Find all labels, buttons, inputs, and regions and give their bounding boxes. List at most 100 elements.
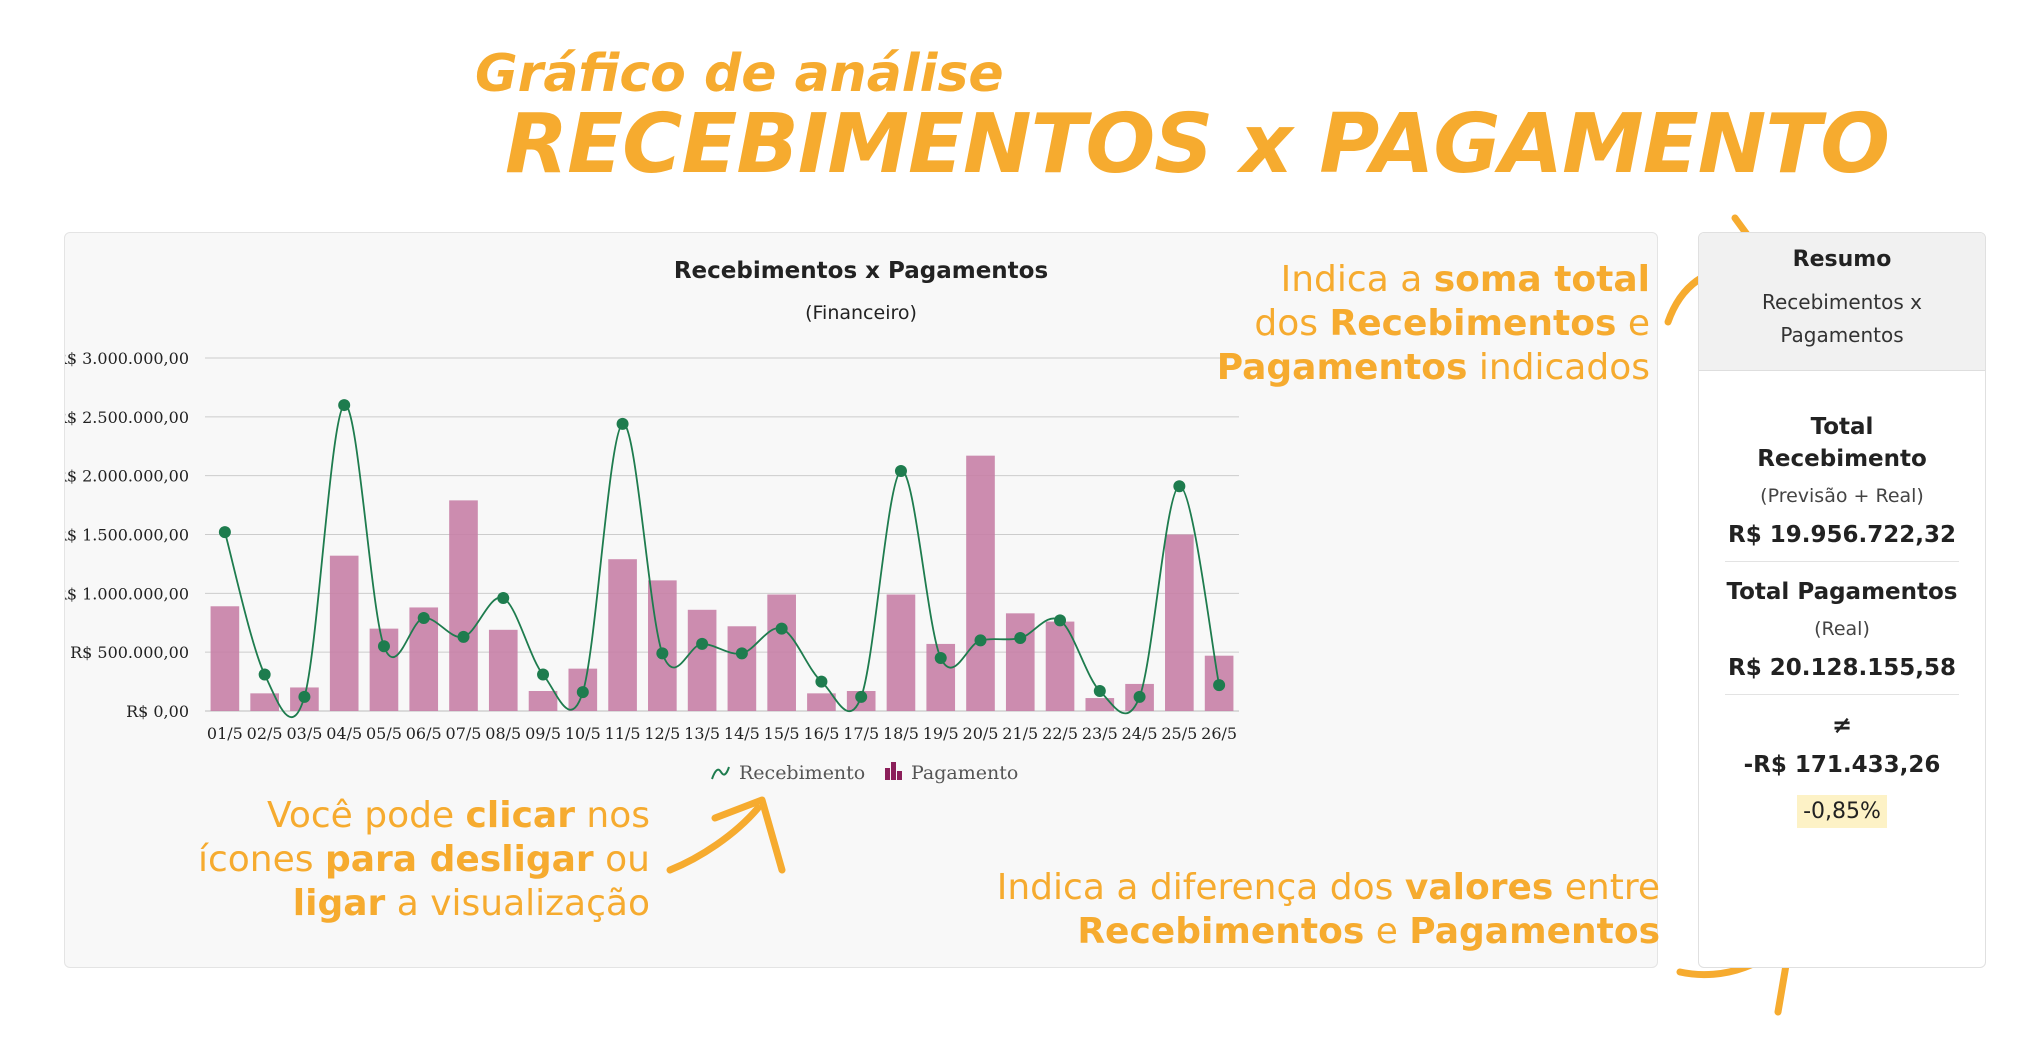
x-tick-label: 12/5 — [644, 724, 680, 743]
total-pagamentos-note: (Real) — [1814, 618, 1870, 640]
bar-pagamento[interactable] — [329, 555, 359, 711]
x-tick-label: 10/5 — [565, 724, 601, 743]
x-tick-label: 22/5 — [1042, 724, 1078, 743]
point-recebimento[interactable] — [497, 592, 510, 605]
chart-subtitle: (Financeiro) — [805, 302, 917, 324]
bar-pagamento[interactable] — [488, 629, 518, 711]
x-tick-label: 18/5 — [883, 724, 919, 743]
x-tick-label: 21/5 — [1002, 724, 1038, 743]
chart-svg: Recebimentos x Pagamentos (Financeiro) R… — [55, 258, 1239, 784]
annotation-soma-total: Indica a soma total dos Recebimentos e P… — [1216, 259, 1650, 388]
point-recebimento[interactable] — [696, 637, 709, 650]
bar-pagamento[interactable] — [1085, 698, 1115, 711]
bar-pagamento[interactable] — [1045, 621, 1075, 711]
point-recebimento[interactable] — [576, 686, 589, 699]
x-tick-label: 08/5 — [485, 724, 521, 743]
x-tick-label: 01/5 — [207, 724, 243, 743]
x-tick-label: 07/5 — [446, 724, 482, 743]
point-recebimento[interactable] — [1054, 614, 1067, 627]
total-pagamentos-label: Total Pagamentos — [1726, 579, 1958, 605]
bar-pagamento[interactable] — [767, 594, 796, 711]
chart-title: Recebimentos x Pagamentos — [674, 258, 1048, 284]
summary-panel: Resumo Recebimentos x Pagamentos Total R… — [1698, 232, 1986, 968]
x-tick-label: 25/5 — [1161, 724, 1197, 743]
point-recebimento[interactable] — [1133, 690, 1146, 703]
not-equal-icon: ≠ — [1831, 711, 1853, 739]
point-recebimento[interactable] — [775, 622, 788, 635]
bar-pagamento[interactable] — [807, 693, 836, 711]
point-recebimento[interactable] — [815, 675, 828, 688]
x-tick-label: 26/5 — [1201, 724, 1237, 743]
point-recebimento[interactable] — [377, 640, 390, 653]
difference-value: -R$ 171.433,26 — [1743, 752, 1941, 778]
total-pagamentos-block: Total Pagamentos (Real) R$ 20.128.155,58 — [1725, 561, 1959, 694]
point-recebimento[interactable] — [218, 526, 231, 539]
point-recebimento[interactable] — [1173, 480, 1186, 493]
total-recebimento-block: Total Recebimento (Previsão + Real) R$ 1… — [1725, 371, 1959, 561]
difference-percent-badge: -0,85% — [1797, 795, 1887, 828]
total-pagamentos-value: R$ 20.128.155,58 — [1728, 655, 1956, 681]
point-recebimento[interactable] — [537, 668, 550, 681]
x-tick-label: 24/5 — [1122, 724, 1158, 743]
bar-pagamento[interactable] — [210, 606, 240, 711]
bar-pagamento[interactable] — [409, 607, 439, 711]
y-tick-label: R$ 1.500.000,00 — [65, 526, 189, 545]
bar-pagamento[interactable] — [966, 455, 995, 711]
x-tick-label: 20/5 — [963, 724, 999, 743]
x-tick-label: 04/5 — [326, 724, 362, 743]
bar-pagamento[interactable] — [528, 690, 558, 711]
x-tick-label: 23/5 — [1082, 724, 1118, 743]
point-recebimento[interactable] — [1014, 632, 1027, 645]
point-recebimento[interactable] — [1093, 684, 1106, 697]
total-recebimento-note: (Previsão + Real) — [1760, 485, 1924, 507]
point-recebimento[interactable] — [855, 690, 868, 703]
x-tick-label: 17/5 — [843, 724, 879, 743]
point-recebimento[interactable] — [974, 634, 987, 647]
legend-item-pagamento[interactable]: Pagamento — [885, 762, 1018, 784]
bar-pagamento[interactable] — [886, 594, 916, 711]
bar-pagamento[interactable] — [687, 609, 717, 711]
bar-pagamento[interactable] — [1005, 613, 1035, 711]
y-tick-label: R$ 1.000.000,00 — [65, 584, 189, 603]
x-tick-label: 19/5 — [923, 724, 959, 743]
point-recebimento[interactable] — [417, 612, 430, 625]
difference-block: ≠ -R$ 171.433,26 -0,85% — [1725, 694, 1959, 828]
point-recebimento[interactable] — [1213, 679, 1226, 692]
x-tick-label: 02/5 — [247, 724, 283, 743]
y-tick-label: R$ 2.500.000,00 — [65, 408, 189, 427]
point-recebimento[interactable] — [338, 399, 351, 412]
x-tick-label: 13/5 — [684, 724, 720, 743]
annotation-diferenca: Indica a diferença dos valores entre Rec… — [996, 867, 1660, 952]
point-recebimento[interactable] — [735, 647, 748, 660]
bar-pagamento[interactable] — [449, 500, 478, 711]
point-recebimento[interactable] — [616, 417, 629, 430]
point-recebimento[interactable] — [894, 464, 907, 477]
summary-header: Resumo Recebimentos x Pagamentos — [1699, 233, 1985, 371]
header-title: RECEBIMENTOS x PAGAMENTO — [505, 97, 1890, 192]
point-recebimento[interactable] — [656, 647, 669, 660]
header-subtitle: Gráfico de análise — [475, 44, 1004, 104]
legend-label-pagamento: Pagamento — [911, 762, 1018, 784]
point-recebimento[interactable] — [457, 630, 470, 643]
summary-title: Resumo — [1792, 247, 1892, 272]
x-tick-label: 09/5 — [525, 724, 561, 743]
point-recebimento[interactable] — [298, 690, 311, 703]
y-tick-label: R$ 2.000.000,00 — [65, 467, 189, 486]
legend-item-recebimento[interactable]: Recebimento — [711, 762, 865, 784]
x-tick-label: 14/5 — [724, 724, 760, 743]
bar-pagamento[interactable] — [1165, 534, 1194, 712]
bar-pagamento[interactable] — [727, 626, 757, 711]
line-series-icon — [711, 766, 730, 780]
x-tick-label: 16/5 — [803, 724, 839, 743]
point-recebimento[interactable] — [934, 652, 947, 665]
bar-pagamento[interactable] — [250, 693, 279, 711]
x-tick-label: 03/5 — [286, 724, 322, 743]
bar-pagamento[interactable] — [608, 559, 637, 711]
point-recebimento[interactable] — [258, 668, 271, 681]
x-tick-label: 06/5 — [406, 724, 442, 743]
summary-subtitle: Recebimentos x Pagamentos — [1761, 290, 1922, 347]
x-tick-label: 05/5 — [366, 724, 402, 743]
y-tick-label: R$ 500.000,00 — [70, 643, 189, 662]
x-tick-label: 15/5 — [764, 724, 800, 743]
bar-series-icon — [885, 762, 902, 780]
